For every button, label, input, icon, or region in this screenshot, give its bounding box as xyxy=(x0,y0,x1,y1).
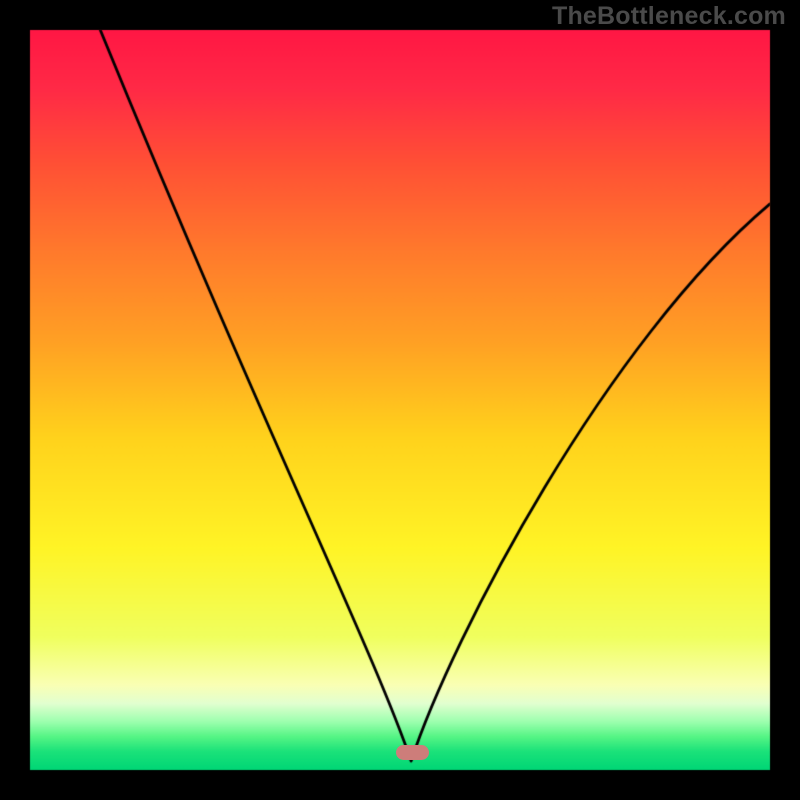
chart-stage: TheBottleneck.com xyxy=(0,0,800,800)
bottleneck-curve-canvas xyxy=(0,0,800,800)
